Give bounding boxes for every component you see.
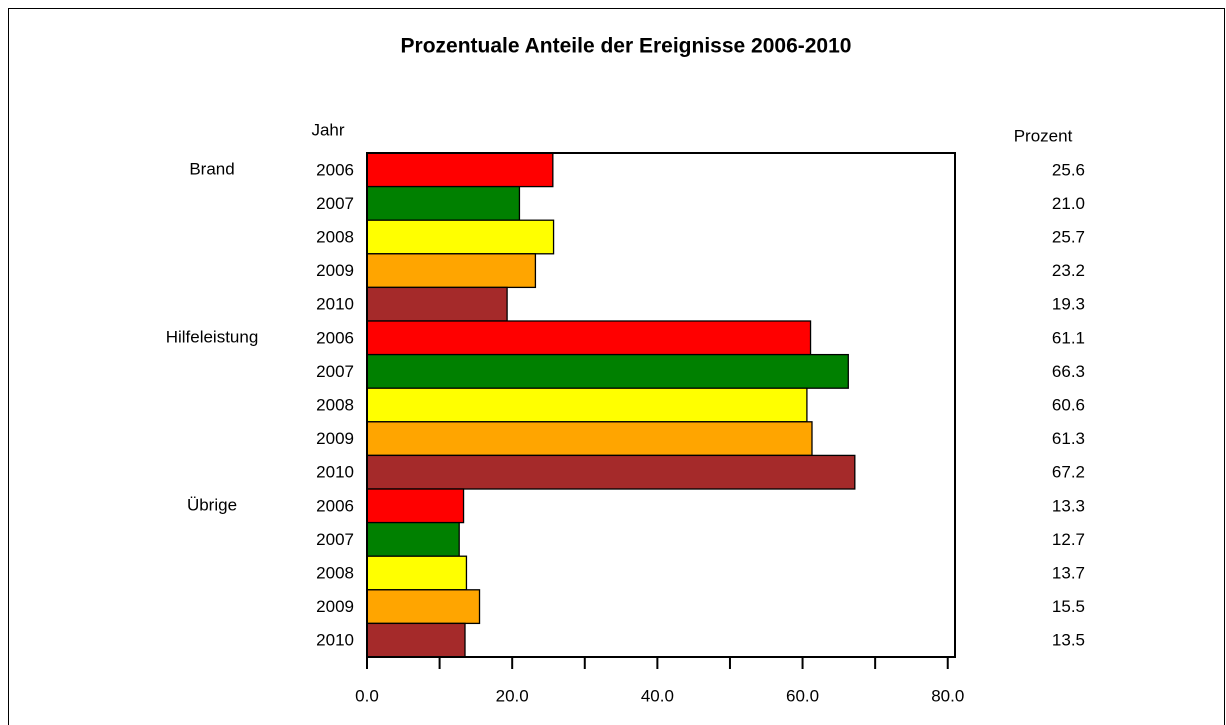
year-label: 2010: [316, 295, 354, 314]
y-axis-label: Jahr: [311, 120, 344, 139]
value-label: 19.3: [1052, 295, 1085, 314]
year-label: 2009: [316, 429, 354, 448]
category-label: Brand: [189, 159, 234, 178]
value-label: 12.7: [1052, 530, 1085, 549]
year-label: 2010: [316, 463, 354, 482]
bar: [366, 152, 554, 188]
value-label: 13.5: [1052, 631, 1085, 650]
value-label: 61.1: [1052, 328, 1085, 347]
year-label: 2007: [316, 194, 354, 213]
value-label: 15.5: [1052, 597, 1085, 616]
bar: [366, 185, 521, 221]
year-label: 2009: [316, 597, 354, 616]
year-label: 2006: [316, 160, 354, 179]
year-label: 2006: [316, 328, 354, 347]
bar: [366, 219, 555, 255]
bar: [366, 387, 808, 423]
value-label: 67.2: [1052, 463, 1085, 482]
value-column-label: Prozent: [1014, 126, 1073, 145]
year-label: 2007: [316, 362, 354, 381]
bar: [366, 589, 481, 625]
frame: [8, 8, 1225, 725]
category-label: Hilfeleistung: [166, 327, 259, 346]
value-label: 61.3: [1052, 429, 1085, 448]
value-label: 23.2: [1052, 261, 1085, 280]
chart-title: Prozentuale Anteile der Ereignisse 2006-…: [401, 35, 852, 58]
value-label: 60.6: [1052, 395, 1085, 414]
value-label: 13.7: [1052, 563, 1085, 582]
bar: [366, 421, 813, 457]
bar: [366, 555, 468, 591]
bar: [366, 320, 812, 356]
bar: [366, 622, 466, 658]
year-label: 2008: [316, 563, 354, 582]
value-label: 13.3: [1052, 496, 1085, 515]
value-label: 21.0: [1052, 194, 1085, 213]
plot-border: [366, 152, 956, 658]
value-label: 25.7: [1052, 227, 1085, 246]
year-label: 2008: [316, 227, 354, 246]
x-tick-label: 60.0: [786, 686, 819, 705]
year-label: 2007: [316, 530, 354, 549]
value-label: 25.6: [1052, 160, 1085, 179]
year-label: 2008: [316, 395, 354, 414]
bar: [366, 454, 856, 490]
x-tick-label: 80.0: [931, 686, 964, 705]
bar: [366, 521, 460, 557]
bar: [366, 253, 537, 289]
year-label: 2006: [316, 496, 354, 515]
x-tick-label: 20.0: [496, 686, 529, 705]
category-label: Übrige: [187, 495, 237, 514]
bar: [366, 488, 465, 524]
x-tick-label: 40.0: [641, 686, 674, 705]
bar: [366, 353, 849, 389]
bar: [366, 286, 508, 322]
year-label: 2009: [316, 261, 354, 280]
year-label: 2010: [316, 631, 354, 650]
value-label: 66.3: [1052, 362, 1085, 381]
x-tick-label: 0.0: [355, 686, 379, 705]
